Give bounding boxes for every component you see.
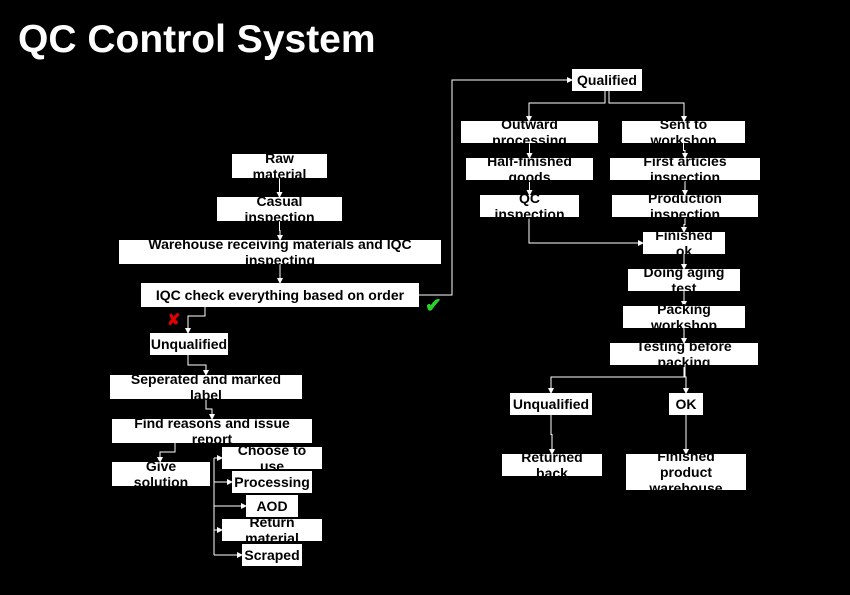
node-first: First articles inspection xyxy=(610,158,760,180)
node-scrap: Scraped xyxy=(242,544,302,566)
node-raw: Raw material xyxy=(232,154,327,178)
node-retb: Returned back xyxy=(502,454,602,476)
node-unq: Unqualified xyxy=(150,333,228,355)
node-finok: Finished ok xyxy=(643,232,725,254)
node-half: Half-finished goods xyxy=(466,158,593,180)
node-iqc: IQC check everything based on order xyxy=(141,283,419,307)
node-fpw: Finished product warehouse xyxy=(626,454,746,490)
node-qcin: QC inspection xyxy=(480,195,579,217)
node-unq2: Unqualified xyxy=(510,393,592,415)
node-sent: Sent to workshop xyxy=(622,121,745,143)
node-find: Find reasons and issue report xyxy=(112,419,312,443)
node-prodi: Production inspection xyxy=(612,195,758,217)
node-casual: Casual inspection xyxy=(217,197,342,221)
node-aging: Doing aging test xyxy=(628,269,740,291)
check-no: ✘ xyxy=(167,313,180,329)
node-give: Give solution xyxy=(112,462,210,486)
node-proc: Processing xyxy=(232,471,312,493)
node-sep: Seperated and marked label xyxy=(110,375,302,399)
node-pack: Packing workshop xyxy=(623,306,745,328)
node-choose: Choose to use xyxy=(222,447,322,469)
node-retm: Return material xyxy=(222,519,322,541)
node-qual: Qualified xyxy=(572,69,642,91)
node-ok: OK xyxy=(669,393,703,415)
node-out: Outward processing xyxy=(461,121,598,143)
check-ok: ✔ xyxy=(425,296,442,316)
node-test: Testing before packing xyxy=(610,343,758,365)
node-warehouse: Warehouse receiving materials and IQC in… xyxy=(119,240,441,264)
